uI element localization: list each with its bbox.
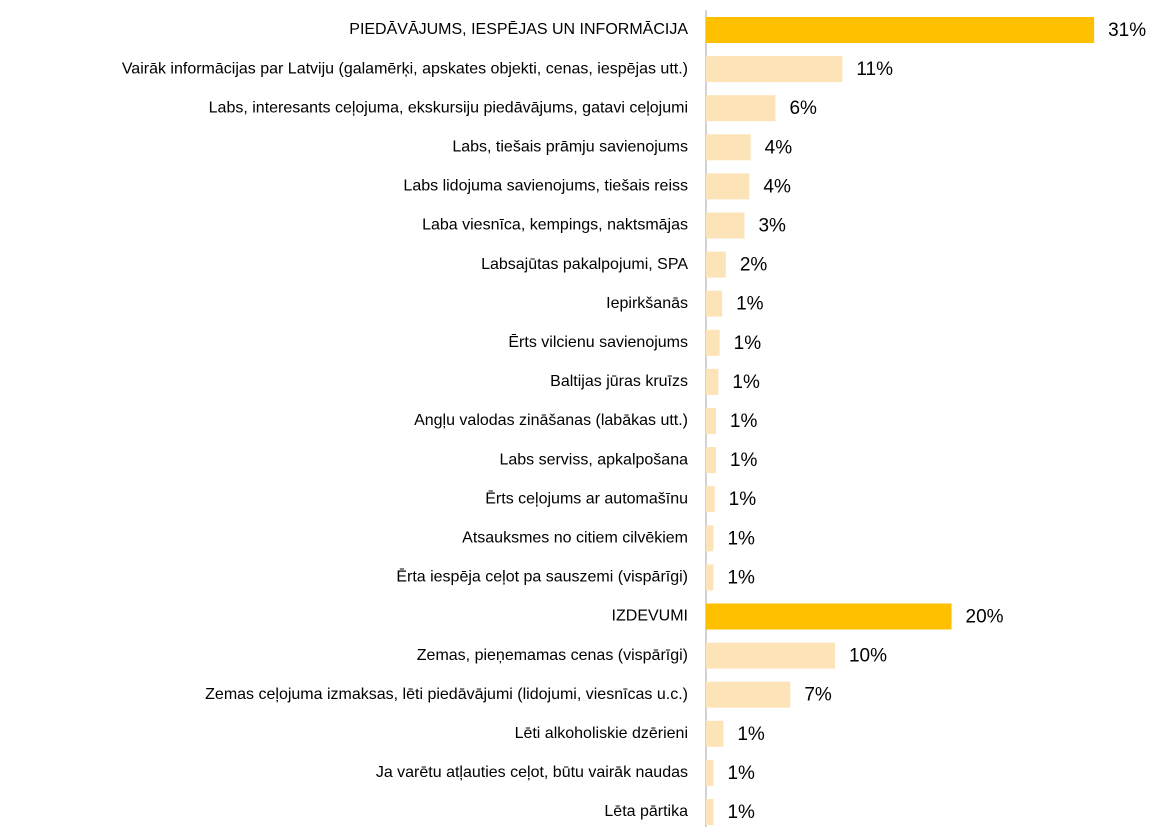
bar <box>706 486 715 513</box>
bar <box>706 56 843 83</box>
category-label: Angļu valodas zināšanas (labākas utt.) <box>414 412 688 429</box>
value-label: 7% <box>804 685 832 706</box>
bar <box>706 799 714 825</box>
bar <box>706 134 751 161</box>
bar <box>706 681 791 708</box>
value-label: 1% <box>727 528 755 549</box>
category-label: Ērta iespēja ceļot pa sauszemi (vispārīg… <box>396 568 688 586</box>
value-label: 1% <box>727 802 755 823</box>
bar <box>706 368 719 395</box>
bar <box>706 603 952 630</box>
bar <box>706 251 726 278</box>
category-label: Ja varētu atļauties ceļot, būtu vairāk n… <box>376 764 688 781</box>
bar <box>706 290 723 317</box>
value-label: 20% <box>966 607 1004 628</box>
value-label: 2% <box>740 255 768 276</box>
bar <box>706 173 750 200</box>
bar <box>706 329 720 356</box>
value-label: 6% <box>789 98 817 119</box>
value-label: 1% <box>736 294 764 315</box>
value-label: 1% <box>730 411 758 432</box>
category-label: Labs, interesants ceļojuma, ekskursiju p… <box>209 99 688 116</box>
category-label: PIEDĀVĀJUMS, IESPĒJAS UN INFORMĀCIJA <box>349 20 688 38</box>
category-label: Ērts vilcienu savienojums <box>508 333 688 351</box>
value-label: 1% <box>730 450 758 471</box>
value-label: 1% <box>727 763 755 784</box>
bar <box>706 564 714 591</box>
category-label: Lēti alkoholiskie dzērieni <box>515 725 688 742</box>
category-label: Labsajūtas pakalpojumi, SPA <box>481 256 688 273</box>
category-label: Labs serviss, apkalpošana <box>499 451 688 468</box>
value-label: 11% <box>856 59 893 80</box>
category-label: Atsauksmes no citiem cilvēkiem <box>462 530 688 547</box>
value-label: 1% <box>727 567 755 588</box>
value-label: 1% <box>729 489 757 510</box>
category-label: Labs, tiešais prāmju savienojums <box>452 139 688 156</box>
bar <box>706 17 1095 43</box>
value-label: 31% <box>1108 20 1146 41</box>
bar <box>706 408 716 434</box>
bar <box>706 759 714 786</box>
bar <box>706 642 835 669</box>
category-label: Labs lidojuma savienojums, tiešais reiss <box>403 178 688 195</box>
value-label: 3% <box>758 216 786 237</box>
category-label: Zemas, pieņemamas cenas (vispārīgi) <box>417 647 688 664</box>
value-label: 1% <box>732 372 760 393</box>
value-label: 4% <box>765 137 793 158</box>
category-label: Vairāk informācijas par Latviju (galamēr… <box>122 60 688 77</box>
bar <box>706 212 745 239</box>
category-label: Laba viesnīca, kempings, naktsmājas <box>422 217 688 234</box>
bar <box>706 95 776 122</box>
value-label: 1% <box>737 724 765 745</box>
bar <box>706 525 714 552</box>
category-label: Baltijas jūras kruīzs <box>550 373 688 390</box>
category-label: Lēta pārtika <box>604 803 688 820</box>
value-label: 10% <box>849 646 887 667</box>
bar <box>706 447 716 474</box>
category-label: Zemas ceļojuma izmaksas, lēti piedāvājum… <box>205 686 688 703</box>
category-label: Iepirkšanās <box>606 295 688 312</box>
category-label: IZDEVUMI <box>612 608 688 625</box>
value-label: 4% <box>763 176 791 197</box>
category-label: Ērts ceļojums ar automašīnu <box>485 489 688 507</box>
bar <box>706 720 724 747</box>
value-label: 1% <box>734 333 762 354</box>
